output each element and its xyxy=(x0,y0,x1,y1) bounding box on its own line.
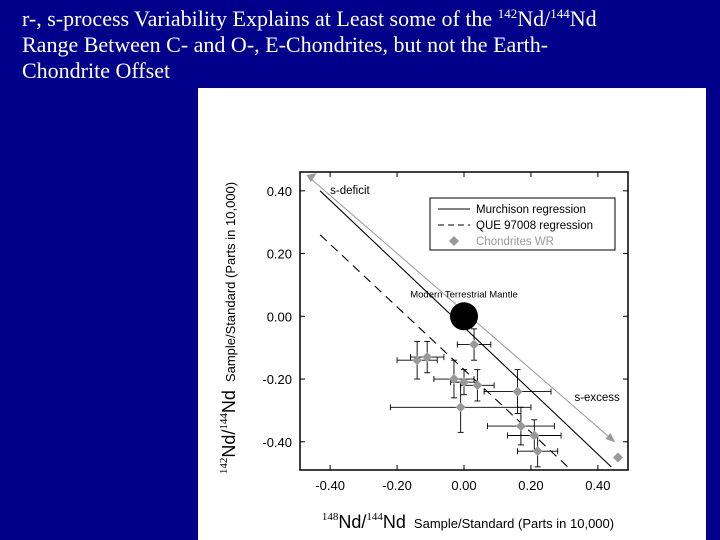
title-line1-text: r-, s-process Variability Explains at Le… xyxy=(22,6,498,31)
axis-ticks: -0.40 -0.20 0.00 0.20 0.40 -0.40 -0.20 0.00 0.20… xyxy=(262,172,628,493)
chondrite-point xyxy=(612,452,623,463)
y-label-sup-142: 142 xyxy=(218,458,230,475)
annotation-label: s-deficit xyxy=(330,185,370,197)
chondrite-point xyxy=(532,446,543,457)
chondrite-point xyxy=(412,355,423,366)
chart-panel: -0.40 -0.20 0.00 0.20 0.40 -0.40 -0.20 0.00 0.20… xyxy=(198,88,706,540)
x-label-nd2: Nd xyxy=(383,512,406,532)
y-tick-label: 0.00 xyxy=(267,309,292,324)
que-regression-line xyxy=(319,234,569,468)
mantle-marker: Modern Terrestrial Mantle xyxy=(410,289,518,331)
chondrite-point xyxy=(422,352,433,363)
y-tick-label: 0.20 xyxy=(267,247,292,262)
x-tick-label: -0.20 xyxy=(382,478,412,493)
legend-diamond-icon xyxy=(449,236,459,246)
data-points xyxy=(412,339,623,463)
y-label-nd2: Nd xyxy=(219,390,239,413)
arrow-tail-head xyxy=(306,173,317,183)
title-superscript-144: 144 xyxy=(550,6,570,21)
x-tick-label: 0.20 xyxy=(518,478,543,493)
x-axis-label: 148Nd/144Nd Sample/Standard (Parts in 10… xyxy=(322,511,614,532)
chondrite-point xyxy=(515,421,526,432)
scatter-chart: -0.40 -0.20 0.00 0.20 0.40 -0.40 -0.20 0.00 0.20… xyxy=(218,171,629,532)
title-nd-ratio-text: Nd/ xyxy=(517,6,551,31)
x-label-sup-148: 148 xyxy=(322,511,339,523)
legend-label-murchison: Murchison regression xyxy=(476,204,586,216)
svg-text:148Nd/144Nd Sample/Standard (P: 148Nd/144Nd Sample/Standard (Parts in 10… xyxy=(322,511,614,532)
y-tick-label: -0.20 xyxy=(262,372,292,387)
x-label-sup-144: 144 xyxy=(366,511,383,523)
y-axis-label: 142Nd/144Nd Sample/Standard (Parts in 10… xyxy=(218,182,239,474)
slide-title: r-, s-process Variability Explains at Le… xyxy=(22,6,712,84)
chondrite-point xyxy=(459,377,469,388)
title-superscript-142: 142 xyxy=(497,6,518,21)
y-label-suffix: Sample/Standard (Parts in 10,000) xyxy=(223,182,238,382)
chondrite-point xyxy=(448,374,459,385)
chondrite-point xyxy=(469,339,480,350)
y-label-sup-144: 144 xyxy=(218,413,230,430)
title-nd-text: Nd xyxy=(569,6,597,31)
y-label-nd: Nd/ xyxy=(219,430,239,458)
x-label-nd: Nd/ xyxy=(338,512,366,532)
chondrite-point xyxy=(529,430,540,441)
y-tick-label: 0.40 xyxy=(267,184,292,199)
annotations: s-deficit s-excess xyxy=(330,185,620,404)
legend-label-que: QUE 97008 regression xyxy=(476,220,593,232)
chondrite-point xyxy=(512,386,523,397)
x-tick-label: 0.00 xyxy=(451,478,476,493)
mantle-label: Modern Terrestrial Mantle xyxy=(410,289,518,300)
title-line3-text: Chondrite Offset xyxy=(22,58,171,83)
x-label-suffix: Sample/Standard (Parts in 10,000) xyxy=(414,516,614,531)
title-line2-text: Range Between C- and O-, E-Chondrites, b… xyxy=(22,32,549,57)
legend: Murchison regression QUE 97008 regressio… xyxy=(429,197,616,251)
y-tick-label: -0.40 xyxy=(262,435,292,450)
chondrite-point xyxy=(455,402,466,413)
svg-text:142Nd/144Nd Sample/Standard (P: 142Nd/144Nd Sample/Standard (Parts in 10… xyxy=(218,182,239,474)
annotation-label: s-excess xyxy=(574,392,620,404)
x-tick-label: 0.40 xyxy=(585,478,610,493)
legend-label-chondrites: Chondrites WR xyxy=(476,236,554,248)
error-bars xyxy=(389,328,562,468)
chondrite-point xyxy=(472,380,483,391)
x-tick-label: -0.40 xyxy=(315,478,345,493)
legend-box xyxy=(429,197,616,251)
modern-terrestrial-mantle-point xyxy=(450,302,478,331)
